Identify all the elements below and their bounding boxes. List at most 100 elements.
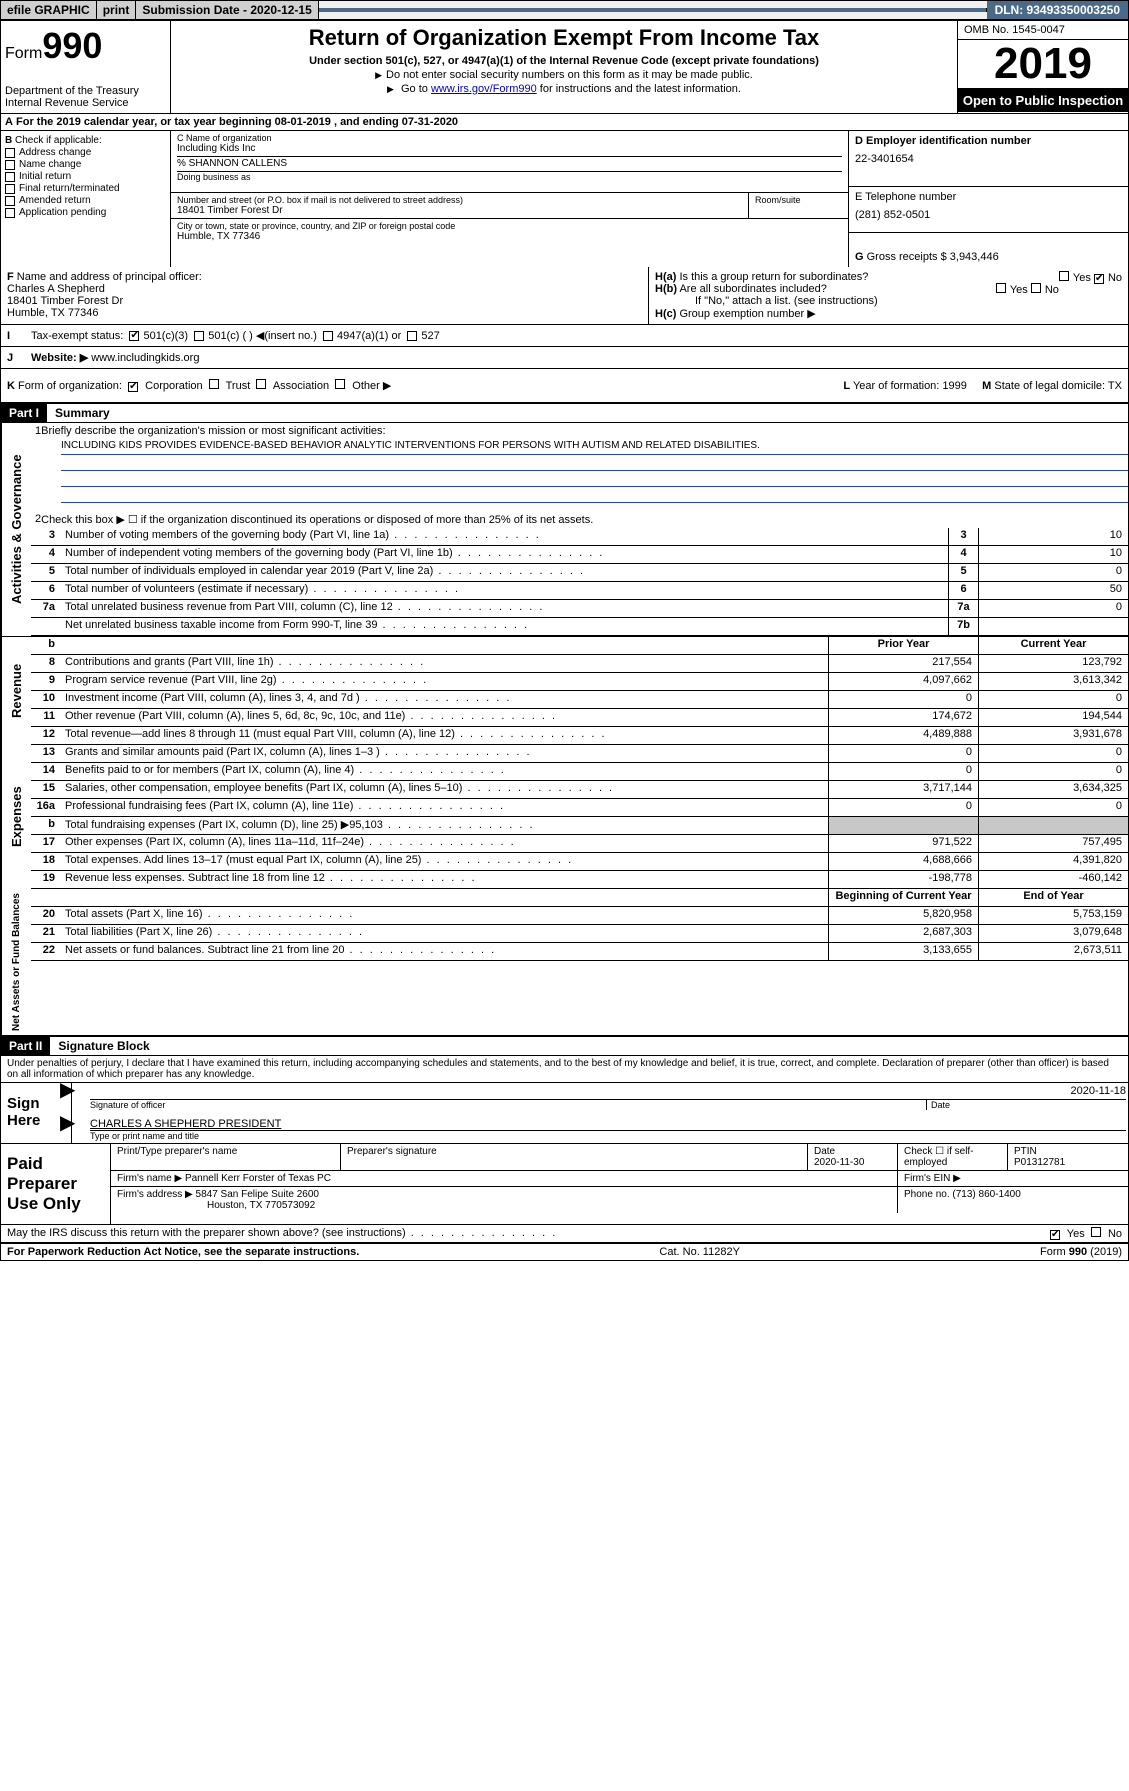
row-box: 4 [948,546,978,563]
h-note: If "No," attach a list. (see instruction… [655,295,1122,307]
table-row: 22Net assets or fund balances. Subtract … [31,943,1128,961]
b-check-label: Application pending [19,207,106,218]
part2-header: Part II Signature Block [1,1037,1128,1056]
hb-no-checkbox[interactable] [1031,283,1041,293]
row-val: 10 [978,546,1128,563]
row-num: 10 [31,691,61,708]
trust-checkbox[interactable] [209,379,219,389]
b-checkbox[interactable] [5,148,15,158]
firm-addr-label: Firm's address ▶ [117,1189,193,1200]
501c-checkbox[interactable] [194,331,204,341]
hb-label: H(b) [655,283,677,295]
b-checkbox[interactable] [5,208,15,218]
row-prior: 4,688,666 [828,853,978,870]
top-toolbar: efile GRAPHIC print Submission Date - 20… [0,0,1129,20]
assoc-checkbox[interactable] [256,379,266,389]
header-form-id: Form990 Department of the Treasury Inter… [1,21,171,113]
sig-date-value: 2020-11-18 [1071,1085,1126,1099]
addr-label: Number and street (or P.O. box if mail i… [177,195,742,205]
mission-text: INCLUDING KIDS PROVIDES EVIDENCE-BASED B… [61,439,1128,455]
prep-date-label: Date [814,1146,891,1157]
row-num: 17 [31,835,61,852]
line-a-text2: , and ending 07-31-2020 [334,116,458,128]
other-checkbox[interactable] [335,379,345,389]
table-row: 6Total number of volunteers (estimate if… [31,582,1128,600]
4947-checkbox[interactable] [323,331,333,341]
hb-yes-label: Yes [1010,284,1028,296]
block-f: F Name and address of principal officer:… [1,267,648,324]
efile-graphic-button[interactable]: efile GRAPHIC [1,1,97,19]
row-num: 6 [31,582,61,599]
row-curr: 0 [978,799,1128,816]
ein-value: 22-3401654 [855,153,1122,165]
form-ref: Form 990 (2019) [1040,1246,1122,1258]
row-num: 3 [31,528,61,545]
b-apply-text: Check if applicable: [15,135,102,146]
hc-text: Group exemption number ▶ [679,308,815,320]
k-label: K [7,380,15,392]
hdr-curr: Current Year [978,637,1128,654]
org-name: Including Kids Inc [177,143,842,154]
b-check-item: Final return/terminated [5,183,166,194]
table-row: 11Other revenue (Part VIII, column (A), … [31,709,1128,727]
ptin-label: PTIN [1014,1146,1122,1157]
j-label: J [7,352,13,364]
block-b-c-d-e: B Check if applicable: Address changeNam… [1,131,1128,267]
row-prior: 0 [828,763,978,780]
row-desc: Investment income (Part VIII, column (A)… [61,691,828,708]
irs-form990-link[interactable]: www.irs.gov/Form990 [431,83,537,95]
discuss-no-label: No [1108,1228,1122,1240]
row-prior: 0 [828,799,978,816]
hb-text: Are all subordinates included? [679,283,826,295]
l-label: L [843,380,850,392]
hb-yes-checkbox[interactable] [996,283,1006,293]
527-checkbox[interactable] [407,331,417,341]
ha-yes-checkbox[interactable] [1059,271,1069,281]
row-num: 4 [31,546,61,563]
firm-name-value: Pannell Kerr Forster of Texas PC [185,1173,331,1184]
discuss-no-checkbox[interactable] [1091,1227,1101,1237]
block-c-org-info: C Name of organization Including Kids In… [171,131,848,267]
netassets-section: Net Assets or Fund Balances Beginning of… [1,889,1128,1037]
501c3-checkbox[interactable] [129,331,139,341]
toolbar-spacer [319,8,987,12]
website-url: www.includingkids.org [91,352,199,364]
prep-name-label: Print/Type preparer's name [117,1146,334,1157]
print-button[interactable]: print [97,1,137,19]
row-curr: 5,753,159 [978,907,1128,924]
form-header: Form990 Department of the Treasury Inter… [1,21,1128,114]
officer-name: Charles A Shepherd [7,283,105,295]
block-f-h: F Name and address of principal officer:… [1,267,1128,325]
side-netassets: Net Assets or Fund Balances [1,889,31,1035]
b-checkbox[interactable] [5,160,15,170]
goto-suffix: for instructions and the latest informat… [540,83,741,95]
table-row: 4Number of independent voting members of… [31,546,1128,564]
row-prior: 0 [828,691,978,708]
ha-text: Is this a group return for subordinates? [679,271,868,283]
ha-no-checkbox[interactable] [1094,274,1104,284]
opt-trust: Trust [226,380,251,392]
part1-header: Part I Summary [1,404,1128,423]
discuss-yes-checkbox[interactable] [1050,1230,1060,1240]
tax-year: 2019 [958,40,1128,88]
city-label: City or town, state or province, country… [177,221,842,231]
row-curr: 4,391,820 [978,853,1128,870]
b-check-item: Amended return [5,195,166,206]
row-curr: 123,792 [978,655,1128,672]
b-checkbox[interactable] [5,172,15,182]
row-curr: 0 [978,691,1128,708]
table-row: Net unrelated business taxable income fr… [31,618,1128,636]
website-row: J Website: ▶ www.includingkids.org [1,347,1128,369]
corp-checkbox[interactable] [128,382,138,392]
gross-receipts: Gross receipts $ 3,943,446 [867,251,999,263]
row-prior: 971,522 [828,835,978,852]
rev-header-row: b Prior Year Current Year [31,637,1128,655]
row-desc: Revenue less expenses. Subtract line 18 … [61,871,828,888]
b-check-item: Address change [5,147,166,158]
b-checkbox[interactable] [5,184,15,194]
city-state-zip: Humble, TX 77346 [177,231,842,242]
row-val [978,618,1128,635]
table-row: 8Contributions and grants (Part VIII, li… [31,655,1128,673]
row-curr: 2,673,511 [978,943,1128,960]
b-checkbox[interactable] [5,196,15,206]
